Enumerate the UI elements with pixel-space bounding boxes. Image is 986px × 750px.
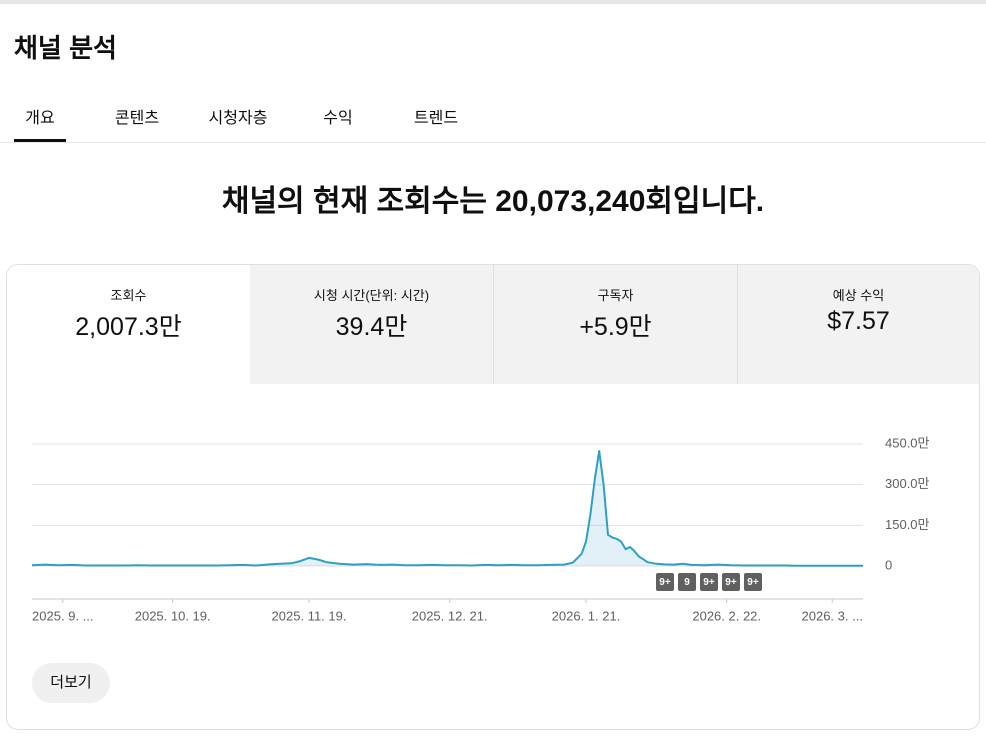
more-button[interactable]: 더보기: [32, 663, 110, 703]
x-tick-label: 2026. 2. 22.: [692, 608, 761, 623]
area: [32, 451, 863, 566]
tab[interactable]: 시청자층: [208, 110, 268, 127]
annotation-badge: [678, 573, 696, 591]
top-bar: [0, 0, 986, 4]
separator: [493, 265, 494, 384]
page-title: 채널 분석: [14, 33, 117, 63]
metric-tab[interactable]: 시청 시간(단위: 시간) 39.4만: [250, 265, 493, 384]
metric-value: +5.9만: [579, 313, 652, 341]
x-tick-label: 2026. 3. ...: [802, 608, 863, 623]
tab[interactable]: 콘텐츠: [114, 110, 160, 127]
annotation-label: 9+: [703, 577, 715, 588]
y-tick-label: 0: [885, 557, 892, 572]
y-tick-label: 450.0만: [885, 435, 930, 450]
tab-indicator: [14, 139, 66, 142]
metric-tab[interactable]: 예상 수익 $7.57: [738, 265, 979, 384]
metric-value: 39.4만: [335, 313, 408, 341]
analytics-card: 조회수 2,007.3만 시청 시간(단위: 시간) 39.4만 구독자 +5.…: [6, 264, 980, 730]
chart: 0 150.0만 300.0만 450.0만 2025. 9. ... 2025. 10.…: [31, 435, 930, 623]
metric-value: $7.57: [827, 307, 890, 335]
x-tick-label: 2025. 11. 19.: [272, 608, 347, 623]
annotation-badge: [700, 573, 718, 591]
metric-label: 구독자: [597, 288, 634, 303]
metric-label: 예상 수익: [832, 288, 885, 303]
separator: [737, 265, 738, 384]
metric-value: 2,007.3만: [75, 313, 182, 341]
x-tick-label: 2025. 10. 19.: [135, 608, 211, 623]
tab[interactable]: 수익: [323, 110, 353, 127]
y-tick-label: 150.0만: [885, 517, 930, 532]
annotation-label: 9: [684, 577, 690, 588]
metric-tab[interactable]: 구독자 +5.9만: [494, 265, 737, 384]
annotation-badge: [722, 573, 740, 591]
tab[interactable]: 개요: [25, 110, 55, 127]
metric-tab[interactable]: 조회수 2,007.3만: [7, 265, 250, 384]
x-tick-label: 2025. 9. ...: [32, 608, 93, 623]
annotation-label: 9+: [747, 577, 759, 588]
metric-label: 시청 시간(단위: 시간): [313, 288, 430, 303]
annotation-badge: [744, 573, 762, 591]
line: [31, 450, 863, 567]
annotation-label: 9+: [725, 577, 737, 588]
headline: 채널의 현재 조회수는 20,073,240회입니다.: [221, 185, 765, 218]
y-tick-label: 300.0만: [885, 476, 930, 491]
tab-bar: 개요 콘텐츠 시청자층 수익 트렌드: [0, 92, 986, 143]
metric-label: 조회수: [110, 288, 147, 303]
annotation-label: 9+: [659, 577, 671, 588]
x-tick-label: 2026. 1. 21.: [552, 608, 621, 623]
x-tick-label: 2025. 12. 21.: [412, 608, 488, 623]
annotation-badge: [656, 573, 674, 591]
tab[interactable]: 트렌드: [413, 110, 459, 127]
